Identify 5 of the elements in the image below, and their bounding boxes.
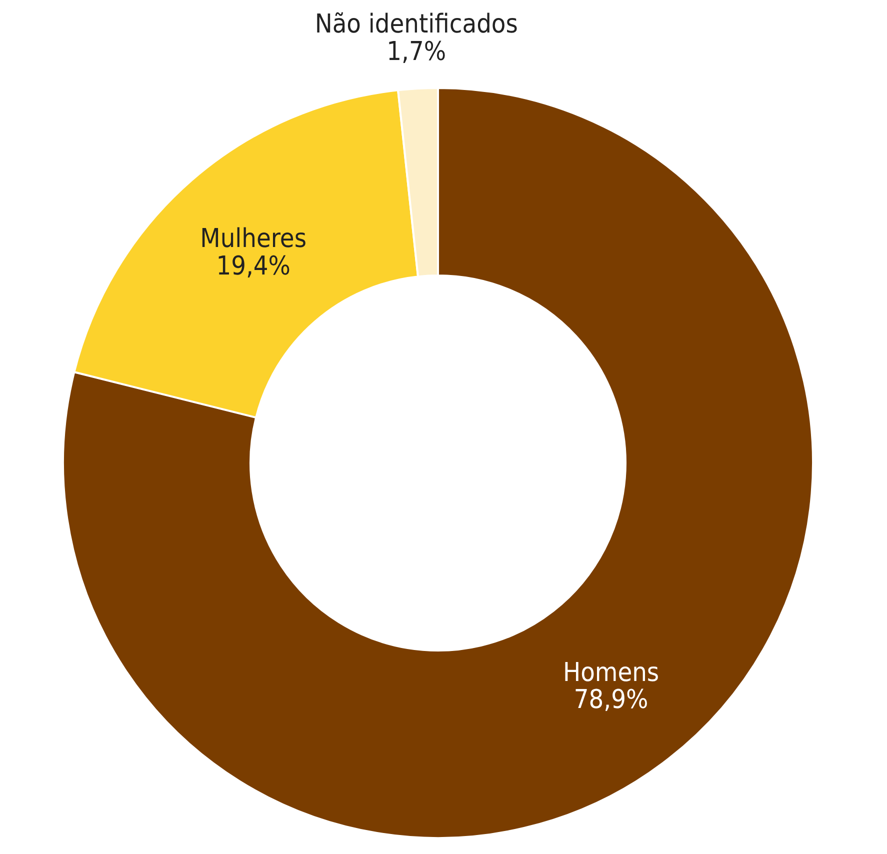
donut-slice <box>62 87 814 839</box>
data-label: 19,4% <box>216 251 290 282</box>
slice-label: Mulheres <box>200 224 307 254</box>
data-label: 78,9% <box>574 685 648 716</box>
slice-label: Homens <box>563 658 660 688</box>
